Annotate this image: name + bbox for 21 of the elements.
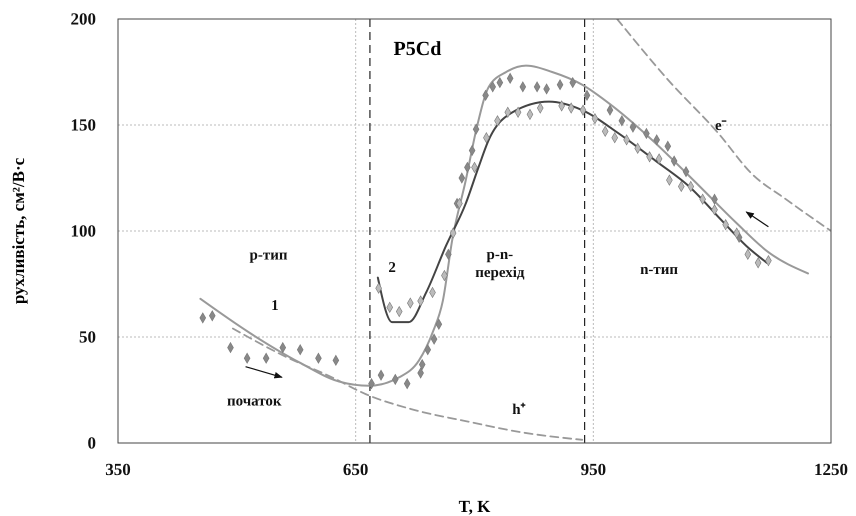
- annotation: початок: [226, 394, 282, 410]
- annotation: n-тип: [640, 262, 678, 278]
- x-tick-label: 1250: [814, 460, 848, 480]
- y-tick-label: 0: [88, 433, 96, 452]
- x-tick-label: 950: [580, 460, 606, 480]
- annotation: p-n- перехід: [475, 246, 525, 281]
- y-tick-label: 50: [79, 327, 96, 346]
- y-axis-title: рухливість, см²/В·с: [9, 157, 28, 304]
- x-tick-label: 350: [105, 460, 131, 480]
- annotation: p-тип: [250, 247, 288, 264]
- y-tick-label: 100: [70, 221, 96, 240]
- text: P5Cd: [394, 38, 442, 60]
- annotation: 2: [388, 260, 396, 276]
- line-series: [616, 19, 831, 232]
- annotation: e⁻: [715, 118, 727, 134]
- x-tick-label: 650: [342, 460, 368, 480]
- x-axis-title: T, K: [458, 497, 492, 516]
- y-tick-label: 150: [70, 115, 96, 134]
- annotation: 1: [271, 298, 279, 314]
- annotation: h⁺: [512, 402, 526, 418]
- y-tick-label: 200: [70, 9, 96, 28]
